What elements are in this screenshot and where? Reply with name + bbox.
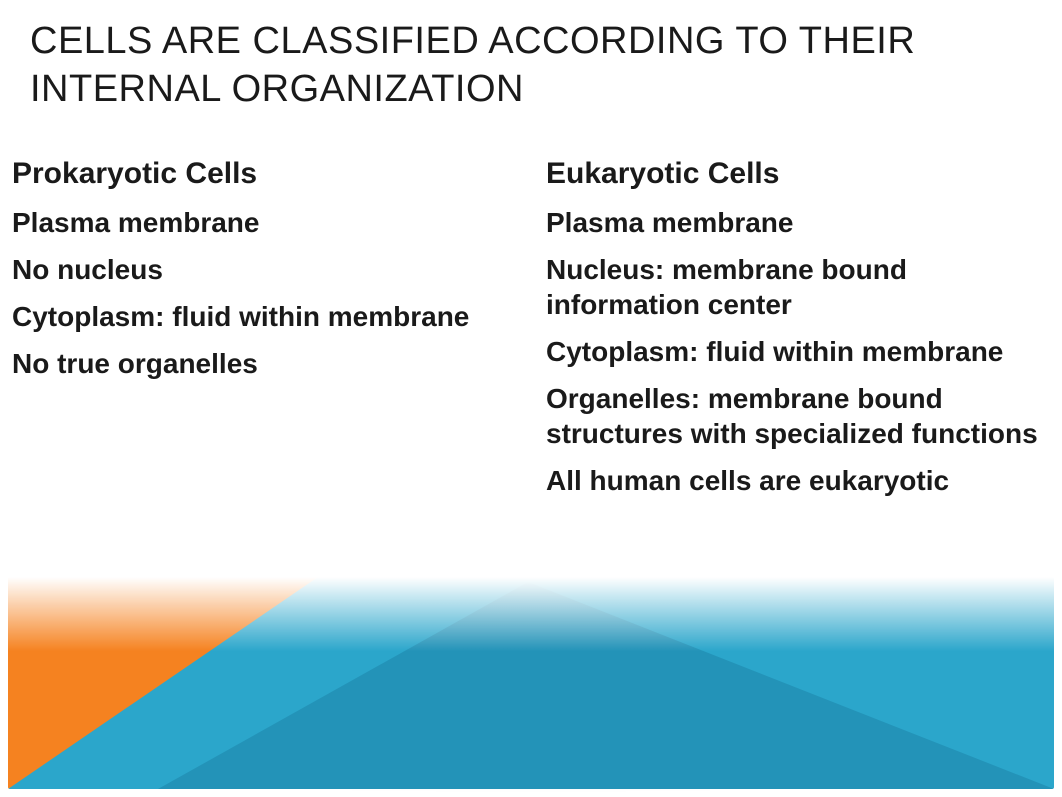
list-item: All human cells are eukaryotic [546, 463, 1050, 498]
footer-shapes-icon [8, 577, 1054, 789]
decorative-footer [8, 577, 1054, 789]
list-item: No true organelles [12, 346, 516, 381]
list-item: Cytoplasm: fluid within membrane [546, 334, 1050, 369]
right-column-heading: Eukaryotic Cells [546, 155, 1050, 193]
left-column-heading: Prokaryotic Cells [12, 155, 516, 193]
slide: CELLS ARE CLASSIFIED ACCORDING TO THEIR … [0, 0, 1062, 797]
list-item: Organelles: membrane bound structures wi… [546, 381, 1050, 451]
list-item: Nucleus: membrane bound information cent… [546, 252, 1050, 322]
list-item: Plasma membrane [12, 205, 516, 240]
list-item: Cytoplasm: fluid within membrane [12, 299, 516, 334]
slide-title: CELLS ARE CLASSIFIED ACCORDING TO THEIR … [30, 18, 1010, 113]
right-column: Eukaryotic Cells Plasma membrane Nucleus… [546, 155, 1050, 510]
list-item: Plasma membrane [546, 205, 1050, 240]
left-column: Prokaryotic Cells Plasma membrane No nuc… [12, 155, 526, 510]
footer-shadow [8, 779, 1054, 793]
content-columns: Prokaryotic Cells Plasma membrane No nuc… [12, 155, 1050, 510]
list-item: No nucleus [12, 252, 516, 287]
